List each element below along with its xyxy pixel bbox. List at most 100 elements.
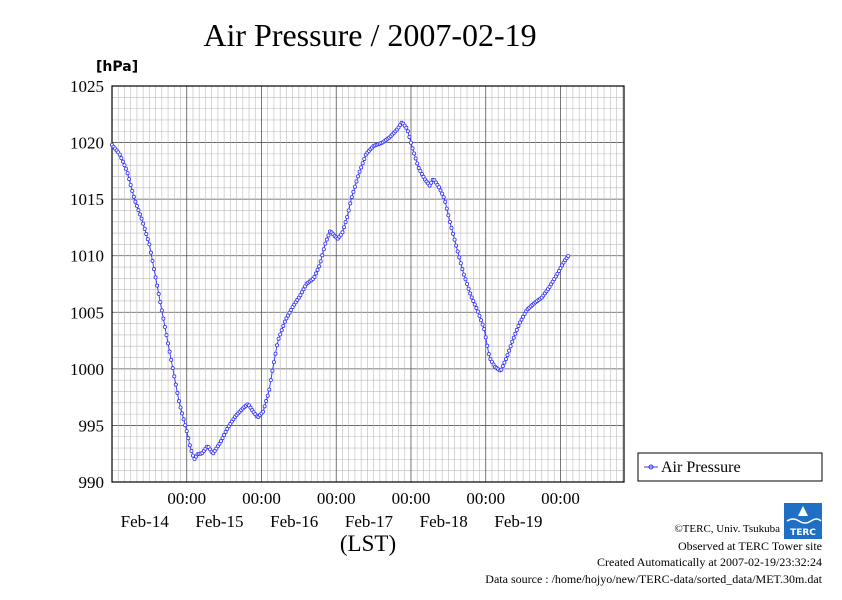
data-point	[170, 366, 175, 371]
data-point	[454, 243, 459, 248]
data-point	[117, 152, 122, 157]
data-point	[359, 165, 364, 170]
data-point	[189, 448, 194, 453]
data-point	[298, 293, 303, 298]
data-point	[133, 199, 138, 204]
data-point	[158, 300, 163, 305]
data-point	[510, 339, 515, 344]
data-point	[351, 189, 356, 194]
data-point	[323, 241, 328, 246]
data-point	[352, 184, 357, 189]
data-point	[155, 283, 160, 288]
data-point	[343, 220, 348, 225]
x-tick-time-label: 00:00	[242, 489, 281, 508]
y-tick-label: 1000	[70, 360, 104, 379]
x-axis-ticks: 00:00 Feb-14 00:00 Feb-15 00:00 Feb-16 00:00 Fe…	[121, 489, 580, 531]
legend-box	[637, 452, 823, 482]
x-tick-date-label: Feb-16	[270, 512, 318, 531]
data-point	[447, 220, 452, 225]
data-point	[186, 436, 191, 441]
data-point	[150, 258, 155, 263]
y-tick-label: 1015	[70, 190, 104, 209]
x-tick-date-label: Feb-18	[420, 512, 468, 531]
data-point	[516, 323, 521, 328]
data-point	[457, 255, 462, 260]
data-point	[326, 233, 331, 238]
data-point	[321, 247, 326, 252]
data-point	[276, 336, 281, 341]
terc-logo: TERC	[784, 503, 822, 539]
x-tick-time-label: 00:00	[392, 489, 431, 508]
data-point	[437, 185, 442, 190]
data-point	[141, 221, 146, 226]
data-point	[320, 253, 325, 258]
data-point	[357, 169, 362, 174]
x-tick-time-label: 00:00	[466, 489, 505, 508]
y-tick-label: 1025	[70, 77, 104, 96]
data-point	[218, 439, 223, 444]
data-point	[438, 188, 443, 193]
data-point	[273, 351, 278, 356]
data-point	[138, 212, 143, 217]
data-point	[342, 225, 347, 230]
y-tick-label: 1020	[70, 134, 104, 153]
data-point	[477, 313, 482, 318]
data-point	[139, 216, 144, 221]
data-point	[275, 343, 280, 348]
data-point	[405, 129, 410, 134]
data-point	[340, 230, 345, 235]
data-point	[452, 237, 457, 242]
data-point	[317, 264, 322, 269]
data-point	[125, 171, 130, 176]
data-point	[440, 191, 445, 196]
plot-frame	[111, 85, 625, 483]
data-point	[458, 261, 463, 266]
data-point	[460, 267, 465, 272]
data-point	[153, 275, 158, 280]
x-tick-time-label: 00:00	[167, 489, 206, 508]
wave-icon	[786, 518, 822, 524]
tower-icon	[798, 506, 808, 516]
data-point	[486, 352, 491, 357]
data-point	[148, 250, 153, 255]
data-point	[413, 156, 418, 161]
x-tick-date-label: Feb-15	[195, 512, 243, 531]
x-tick-date-label: Feb-19	[494, 512, 542, 531]
data-point	[474, 306, 479, 311]
data-point	[282, 319, 287, 324]
data-point	[514, 327, 519, 332]
footer-created: Created Automatically at 2007-02-19/23:3…	[597, 555, 822, 569]
data-point	[180, 411, 185, 416]
data-point	[502, 360, 507, 365]
data-point	[167, 349, 172, 354]
data-point	[122, 163, 127, 168]
data-point	[265, 393, 270, 398]
data-point	[449, 225, 454, 230]
data-point	[142, 226, 147, 231]
data-point	[220, 436, 225, 441]
data-point	[566, 254, 571, 259]
data-point	[455, 249, 460, 254]
data-point	[279, 328, 284, 333]
data-point	[299, 290, 304, 295]
chart-title: Air Pressure / 2007-02-19	[203, 17, 536, 53]
data-point	[119, 156, 124, 161]
data-point	[513, 331, 518, 336]
x-tick-time-label: 00:00	[541, 489, 580, 508]
data-point	[482, 327, 487, 332]
footer-copyright: ©TERC, Univ. Tsukuba	[674, 523, 780, 535]
data-point	[178, 405, 183, 410]
data-point	[480, 322, 485, 327]
x-axis-label: (LST)	[340, 531, 396, 556]
data-point	[184, 429, 189, 434]
data-point	[362, 156, 367, 161]
data-point	[262, 404, 267, 409]
data-point	[176, 399, 181, 404]
data-point	[128, 182, 133, 187]
data-point	[318, 259, 323, 264]
x-tick-date-label: Feb-14	[121, 512, 170, 531]
series-layer	[110, 120, 571, 461]
data-point	[507, 348, 512, 353]
data-point	[412, 151, 417, 156]
